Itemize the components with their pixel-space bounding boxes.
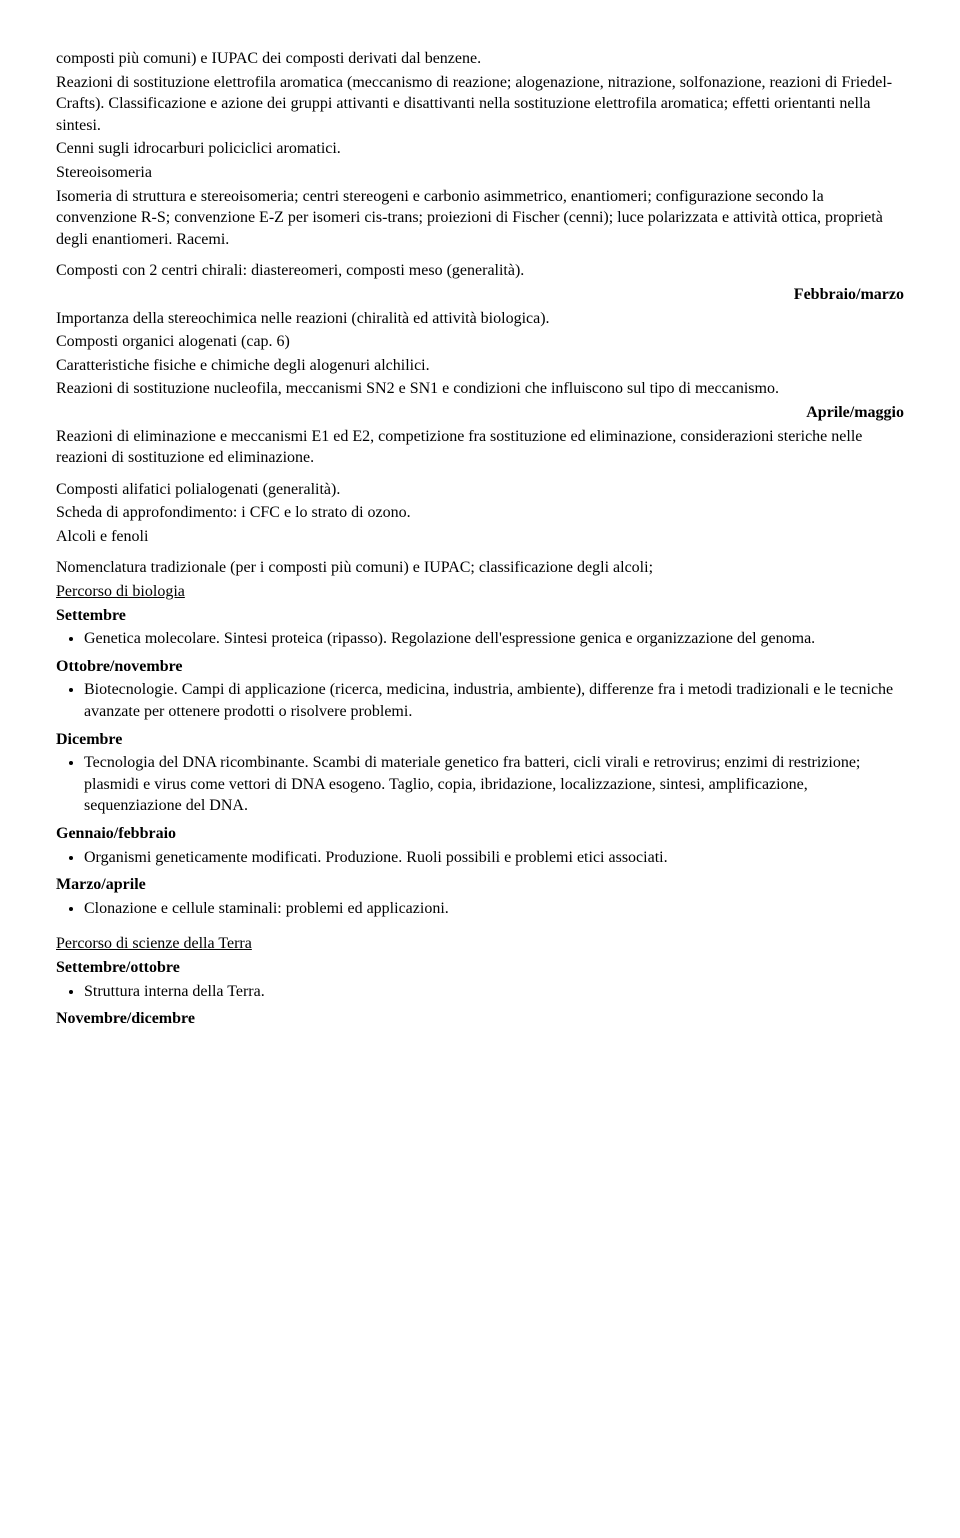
list-item: Tecnologia del DNA ricombinante. Scambi … bbox=[84, 752, 904, 817]
list-item: Clonazione e cellule staminali: problemi… bbox=[84, 898, 904, 920]
month-heading: Gennaio/febbraio bbox=[56, 823, 904, 845]
paragraph: Alcoli e fenoli bbox=[56, 526, 904, 548]
paragraph: Isomeria di struttura e stereoisomeria; … bbox=[56, 186, 904, 251]
month-heading: Dicembre bbox=[56, 729, 904, 751]
paragraph: composti più comuni) e IUPAC dei compost… bbox=[56, 48, 904, 70]
paragraph: Reazioni di sostituzione elettrofila aro… bbox=[56, 72, 904, 137]
paragraph: Cenni sugli idrocarburi policiclici arom… bbox=[56, 138, 904, 160]
paragraph: Composti alifatici polialogenati (genera… bbox=[56, 479, 904, 501]
bullet-list: Clonazione e cellule staminali: problemi… bbox=[56, 898, 904, 920]
month-heading: Settembre bbox=[56, 605, 904, 627]
paragraph: Stereoisomeria bbox=[56, 162, 904, 184]
month-heading: Novembre/dicembre bbox=[56, 1008, 904, 1030]
month-heading: Ottobre/novembre bbox=[56, 656, 904, 678]
bullet-list: Struttura interna della Terra. bbox=[56, 981, 904, 1003]
month-heading: Febbraio/marzo bbox=[56, 284, 904, 306]
month-heading: Aprile/maggio bbox=[56, 402, 904, 424]
paragraph: Caratteristiche fisiche e chimiche degli… bbox=[56, 355, 904, 377]
paragraph: Reazioni di sostituzione nucleofila, mec… bbox=[56, 378, 904, 400]
paragraph: Importanza della stereochimica nelle rea… bbox=[56, 308, 904, 330]
paragraph: Reazioni di eliminazione e meccanismi E1… bbox=[56, 426, 904, 469]
paragraph: Scheda di approfondimento: i CFC e lo st… bbox=[56, 502, 904, 524]
bullet-list: Biotecnologie. Campi di applicazione (ri… bbox=[56, 679, 904, 722]
bullet-list: Genetica molecolare. Sintesi proteica (r… bbox=[56, 628, 904, 650]
list-item: Organismi geneticamente modificati. Prod… bbox=[84, 847, 904, 869]
paragraph: Composti organici alogenati (cap. 6) bbox=[56, 331, 904, 353]
list-item: Biotecnologie. Campi di applicazione (ri… bbox=[84, 679, 904, 722]
bullet-list: Tecnologia del DNA ricombinante. Scambi … bbox=[56, 752, 904, 817]
paragraph: Nomenclatura tradizionale (per i compost… bbox=[56, 557, 904, 579]
list-item: Struttura interna della Terra. bbox=[84, 981, 904, 1003]
month-heading: Settembre/ottobre bbox=[56, 957, 904, 979]
section-heading-biology: Percorso di biologia bbox=[56, 581, 904, 603]
list-item: Genetica molecolare. Sintesi proteica (r… bbox=[84, 628, 904, 650]
bullet-list: Organismi geneticamente modificati. Prod… bbox=[56, 847, 904, 869]
paragraph: Composti con 2 centri chirali: diastereo… bbox=[56, 260, 904, 282]
section-heading-earth: Percorso di scienze della Terra bbox=[56, 933, 904, 955]
month-heading: Marzo/aprile bbox=[56, 874, 904, 896]
